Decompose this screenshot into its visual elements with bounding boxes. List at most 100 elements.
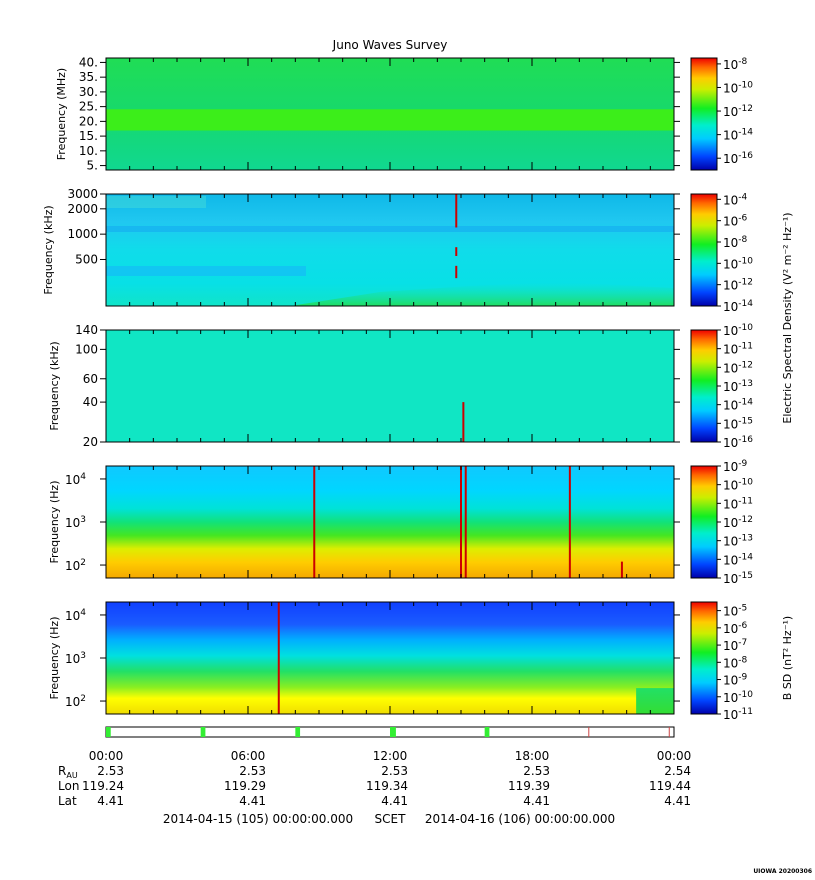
colorbar-5 xyxy=(690,601,718,715)
colorbar-1-tick-label-3: 10-14 xyxy=(723,128,753,143)
panel-1-y-tick-label-0: 5. xyxy=(87,159,98,173)
ephemeris-value-1-0: 119.24 xyxy=(82,779,124,793)
colorbar-5-tick-label-1: 10-6 xyxy=(723,621,748,636)
panel-2-dark-band xyxy=(106,226,674,232)
panel-4-y-axis-label: Frequency (Hz) xyxy=(48,481,61,564)
magnetic-colorbar-label: B SD (nT² Hz⁻¹) xyxy=(781,616,794,700)
ephemeris-value-0-0: 2.53 xyxy=(97,764,124,778)
ephemeris-value-0-2: 2.53 xyxy=(381,764,408,778)
colorbar-1-tick-label-4: 10-16 xyxy=(723,151,753,166)
ephemeris-value-0-3: 2.53 xyxy=(523,764,550,778)
time-tick-label-0: 00:00 xyxy=(89,749,124,763)
colorbar-1 xyxy=(690,57,718,171)
panel-1-y-tick-label-6: 35. xyxy=(79,70,98,84)
ephemeris-value-2-3: 4.41 xyxy=(523,794,550,808)
ephemeris-value-2-2: 4.41 xyxy=(381,794,408,808)
colorbar-4-tick-label-0: 10-9 xyxy=(723,459,748,474)
panel-1-band-0 xyxy=(106,109,674,131)
ephemeris-value-1-1: 119.29 xyxy=(224,779,266,793)
panel-5-y-tick-label-2: 102 xyxy=(65,694,86,709)
colorbar-4-tick-label-5: 10-14 xyxy=(723,552,753,567)
colorbar-1-tick-label-2: 10-12 xyxy=(723,104,753,119)
mode-bar-green-segment-4 xyxy=(484,727,490,737)
panel-5-cutoff-region xyxy=(636,688,674,714)
ephemeris-value-0-4: 2.54 xyxy=(664,764,691,778)
colorbar-2 xyxy=(690,193,718,307)
ephemeris-value-2-1: 4.41 xyxy=(239,794,266,808)
colorbar-3-tick-label-0: 10-10 xyxy=(723,323,753,338)
panel-3-y-tick-label-0: 140 xyxy=(75,323,98,337)
panel-5-y-axis-label: Frequency (Hz) xyxy=(48,617,61,700)
colorbar-2-tick-label-2: 10-8 xyxy=(723,235,748,250)
colorbar-3-tick-label-5: 10-15 xyxy=(723,416,753,431)
panel-4-y-tick-label-2: 102 xyxy=(65,558,86,573)
panel-5-y-tick-label-1: 103 xyxy=(65,651,86,666)
panel-1-y-tick-label-7: 40. xyxy=(79,55,98,69)
colorbar-2-tick-label-4: 10-12 xyxy=(723,278,753,293)
credit-label: UIOWA 20200306 xyxy=(753,868,812,875)
panel-3-y-tick-label-3: 40 xyxy=(83,395,98,409)
mode-bar-green-segment-3 xyxy=(390,727,396,737)
colorbar-4-tick-label-6: 10-15 xyxy=(723,571,753,586)
colorbar-4 xyxy=(690,465,718,579)
chart-title: Juno Waves Survey xyxy=(332,38,448,52)
panel-1-y-tick-label-5: 30. xyxy=(79,85,98,99)
panel-1-y-tick-label-4: 25. xyxy=(79,100,98,114)
ephemeris-row-label-2: Lat xyxy=(58,794,77,808)
panel-2-y-tick-label-0: 3000 xyxy=(67,187,98,201)
panel-2-y-axis-label: Frequency (kHz) xyxy=(42,205,55,294)
panel-3-y-tick-label-4: 20 xyxy=(83,435,98,449)
colorbar-4-tick-label-3: 10-12 xyxy=(723,515,753,530)
panel-3-spectrogram: 140 100 60 40 20 Frequency (kHz) xyxy=(48,323,680,449)
panel-3-y-tick-label-1: 100 xyxy=(75,342,98,356)
panel-4-background xyxy=(106,466,674,578)
colorbar-3-tick-label-4: 10-14 xyxy=(723,398,753,413)
panel-2-y-tick-label-2: 1000 xyxy=(67,227,98,241)
mode-bar-green-segment-1 xyxy=(200,727,206,737)
ephemeris-value-2-4: 4.41 xyxy=(664,794,691,808)
time-tick-label-3: 18:00 xyxy=(515,749,550,763)
panel-2-upper-cyan-patch xyxy=(106,196,206,208)
colorbar-5-tick-label-3: 10-8 xyxy=(723,655,748,670)
colorbar-3-tick-label-1: 10-11 xyxy=(723,342,753,357)
panel-3-y-axis-label: Frequency (kHz) xyxy=(48,341,61,430)
colorbar-1-tick-label-0: 10-8 xyxy=(723,57,748,72)
colorbar-5-tick-label-6: 10-11 xyxy=(723,707,753,722)
colorbar-2-tick-label-5: 10-14 xyxy=(723,299,753,314)
panel-5-y-tick-label-0: 104 xyxy=(65,608,86,623)
panel-1-spectrogram: 5.10.15.20.25.30.35.40. Frequency (MHz) xyxy=(55,55,680,173)
colorbar-5-tick-label-2: 10-7 xyxy=(723,638,747,653)
panel-4-spectrogram: 104 103 102 Frequency (Hz) xyxy=(48,465,680,579)
time-tick-label-1: 06:00 xyxy=(231,749,266,763)
panel-1-y-tick-label-1: 10. xyxy=(79,144,98,158)
colorbar-5-tick-label-0: 10-5 xyxy=(723,604,747,619)
colorbar-2-tick-label-1: 10-6 xyxy=(723,214,748,229)
colorbar-3-tick-label-2: 10-12 xyxy=(723,360,753,375)
panel-2-lower-green-region xyxy=(290,282,674,306)
panel-2-dark-band-low xyxy=(106,266,306,276)
ephemeris-value-1-4: 119.44 xyxy=(649,779,691,793)
time-tick-label-4: 00:00 xyxy=(657,749,692,763)
colorbar-4-tick-label-4: 10-13 xyxy=(723,534,753,549)
panel-4-y-tick-label-0: 104 xyxy=(65,472,86,487)
end-time-label: 2014-04-16 (106) 00:00:00.000 xyxy=(425,812,615,826)
ephemeris-value-0-1: 2.53 xyxy=(239,764,266,778)
colorbar-5-tick-label-5: 10-10 xyxy=(723,690,753,705)
ephemeris-row-label-0: RAU xyxy=(58,764,78,780)
colorbar-4-tick-label-1: 10-10 xyxy=(723,478,753,493)
colorbar-2-tick-label-0: 10-4 xyxy=(723,192,748,207)
panel-2-y-tick-label-1: 2000 xyxy=(67,202,98,216)
time-axis: 00:00 06:00 12:00 18:00 00:00 xyxy=(89,749,692,763)
scet-label: SCET xyxy=(375,812,407,826)
colorbar-3-tick-label-3: 10-13 xyxy=(723,379,753,394)
time-tick-label-2: 12:00 xyxy=(373,749,408,763)
panel-1-y-tick-label-3: 20. xyxy=(79,114,98,128)
colorbar-4-tick-label-2: 10-11 xyxy=(723,496,753,511)
panel-3-y-tick-label-2: 60 xyxy=(83,372,98,386)
mode-bar-green-segment-2 xyxy=(295,727,301,737)
colorbar-2-tick-label-3: 10-10 xyxy=(723,256,753,271)
panel-1-y-axis-label: Frequency (MHz) xyxy=(55,68,68,160)
ephemeris-value-1-3: 119.39 xyxy=(508,779,550,793)
